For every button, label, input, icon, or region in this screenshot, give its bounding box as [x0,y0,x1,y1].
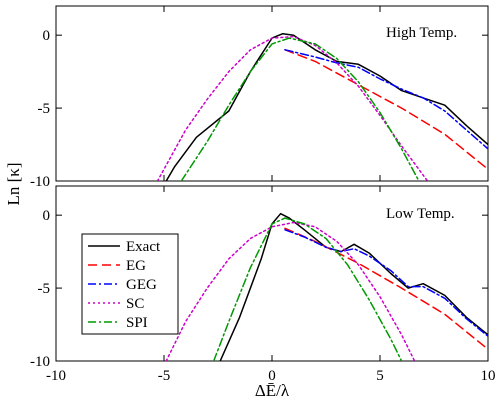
y-ticks-top: 0 -5 -10 [30,28,488,190]
legend-label-sc: SC [126,296,144,312]
series-eg-top [284,49,488,171]
x-tick-label: 10 [481,368,496,384]
panel-label-high-temp: High Temp. [386,25,457,41]
x-tick-label: 5 [376,368,384,384]
legend-label-exact: Exact [126,239,161,255]
series-geg-bottom [284,229,488,337]
y-tick-label: -10 [30,354,50,370]
y-tick-label: 0 [43,208,51,224]
x-tick-label: 0 [268,368,276,384]
legend-label-eg: EG [126,258,146,274]
series-spi-bottom [212,217,403,361]
panel-high-temp: 0 -5 -10 High Temp. [30,5,489,190]
x-ticks-top [55,6,489,181]
x-ticks-bottom: -10 -5 0 5 10 [46,186,496,384]
y-tick-label: -10 [30,174,50,190]
x-tick-label: -5 [158,368,171,384]
y-tick-label: 0 [43,28,51,44]
y-ticks-bottom: 0 -5 -10 [30,208,488,370]
legend-items: Exact EG GEG SC SPI [88,239,161,331]
legend-label-geg: GEG [126,277,157,293]
series-exact-bottom [219,212,488,361]
series-spi-top [180,37,420,181]
x-axis-title: ΔĒ/λ [255,381,290,400]
panel-low-temp: 0 -5 -10 -10 -5 0 5 10 Low Temp. Exact EG GEG SC S… [30,185,496,384]
series-group-bottom [165,212,488,361]
series-exact-top [165,32,488,181]
series-sc-top [156,35,429,181]
series-group-top [156,32,488,181]
x-tick-label: -10 [46,368,66,384]
series-sc-bottom [165,221,416,361]
panel-label-low-temp: Low Temp. [386,206,455,222]
y-axis-title: Ln [κ] [4,162,23,205]
legend: Exact EG GEG SC SPI [81,233,179,335]
legend-box [81,233,179,335]
legend-label-spi: SPI [126,315,148,331]
series-geg-top [284,49,488,150]
y-tick-label: -5 [38,281,51,297]
x-axis-title-text: ΔĒ/λ [255,381,290,400]
y-tick-label: -5 [38,101,51,117]
